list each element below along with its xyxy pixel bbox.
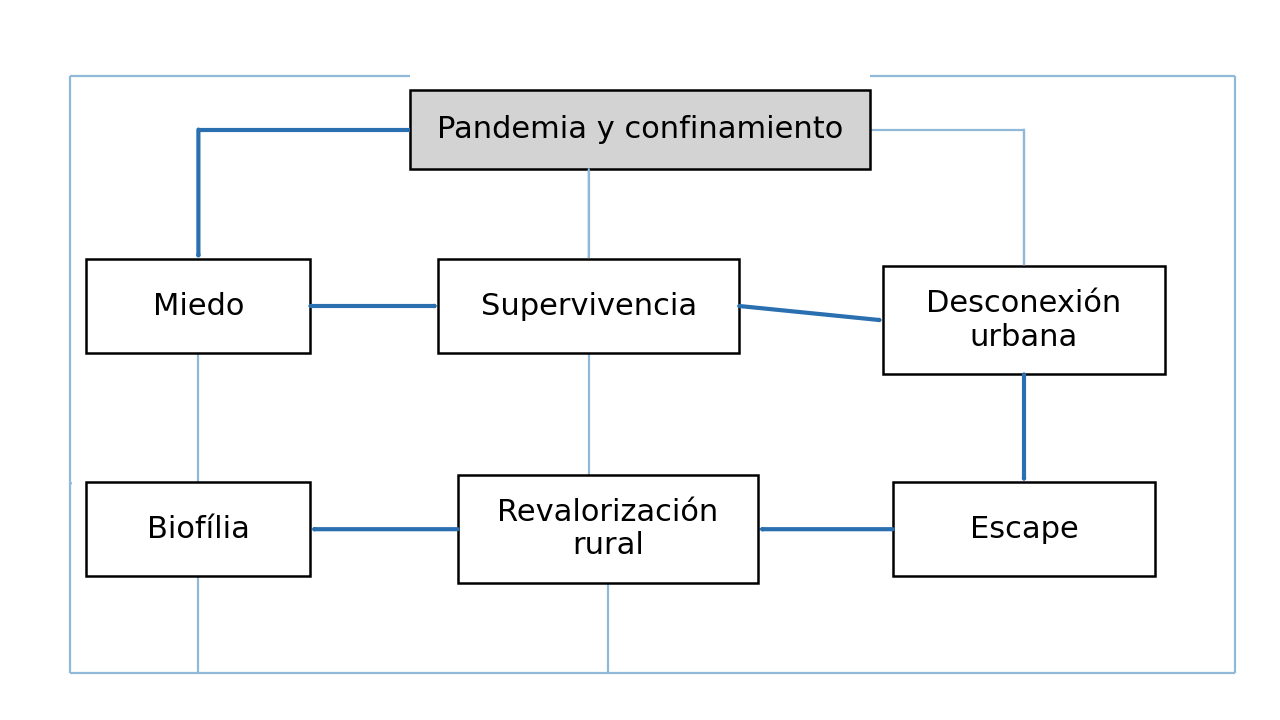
Text: Escape: Escape	[970, 515, 1078, 544]
FancyBboxPatch shape	[438, 259, 740, 353]
FancyBboxPatch shape	[458, 475, 759, 583]
FancyBboxPatch shape	[893, 482, 1156, 576]
Text: Miedo: Miedo	[152, 292, 244, 320]
FancyBboxPatch shape	[410, 90, 870, 169]
FancyBboxPatch shape	[87, 259, 310, 353]
Text: Revalorización
rural: Revalorización rural	[498, 498, 718, 560]
FancyBboxPatch shape	[87, 482, 310, 576]
Text: Biofília: Biofília	[147, 515, 250, 544]
FancyBboxPatch shape	[883, 266, 1165, 374]
Text: Pandemia y confinamiento: Pandemia y confinamiento	[436, 115, 844, 144]
Text: Desconexión
urbana: Desconexión urbana	[927, 289, 1121, 351]
Text: Supervivencia: Supervivencia	[481, 292, 696, 320]
